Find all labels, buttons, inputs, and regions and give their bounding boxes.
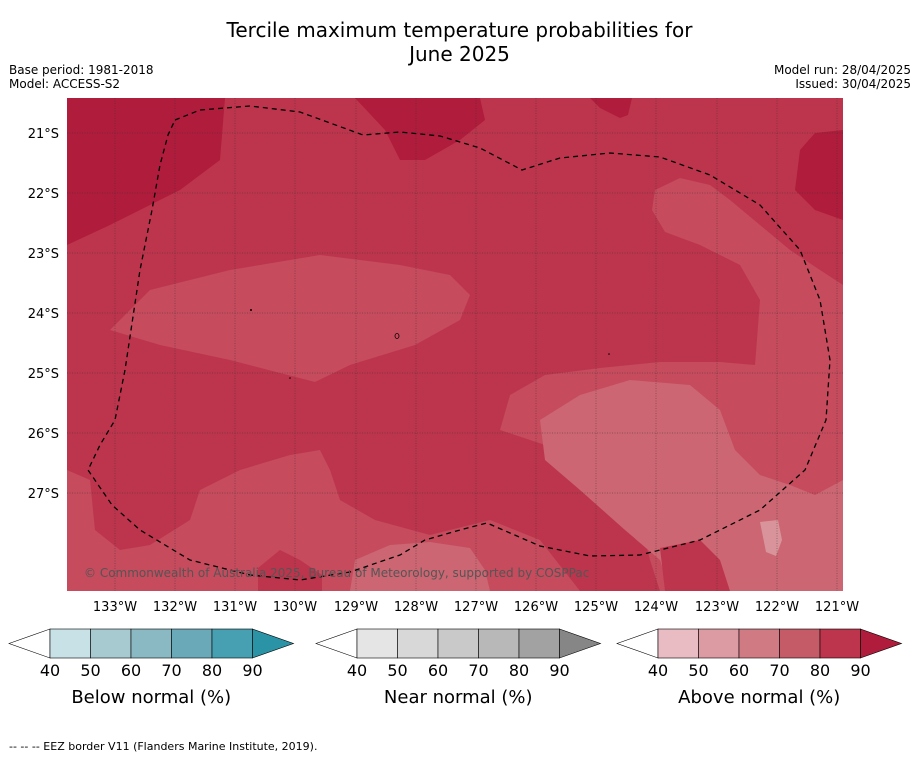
title-line-1: Tercile maximum temperature probabilitie… xyxy=(226,18,693,42)
copyright-notice: © Commonwealth of Australia 2025, Bureau… xyxy=(84,566,589,580)
lon-tick-label: 126°W xyxy=(514,600,558,615)
legend-tick-label: 50 xyxy=(387,661,407,680)
legend-extend-high xyxy=(559,628,602,659)
lon-tick-label: 132°W xyxy=(153,600,197,615)
legend-swatch xyxy=(518,628,560,659)
island xyxy=(608,353,610,355)
region-above-80-se xyxy=(660,540,730,591)
legend-extend-high xyxy=(252,628,295,659)
lon-tick-label: 123°W xyxy=(695,600,739,615)
graticule xyxy=(67,98,843,591)
legend-tick-label: 70 xyxy=(769,661,789,680)
legend-tick-label: 40 xyxy=(648,661,668,680)
eez-footnote: -- -- -- EEZ border V11 (Flanders Marine… xyxy=(9,740,318,753)
chart-title: Tercile maximum temperature probabilitie… xyxy=(0,18,919,66)
legends: 40 50 60 70 80 90 Below normal (%) 40 50 60 70 80 90… xyxy=(8,628,903,708)
legend-tick-label: 60 xyxy=(428,661,448,680)
run-info: Model run: 28/04/2025 Issued: 30/04/2025 xyxy=(774,63,911,91)
island xyxy=(394,333,400,339)
lat-tick-label: 26°S xyxy=(28,427,59,442)
probability-map: © Commonwealth of Australia 2025, Bureau… xyxy=(28,98,859,615)
title-line-2: June 2025 xyxy=(409,42,510,66)
legend-tick-label: 60 xyxy=(729,661,749,680)
legend-tick-label: 40 xyxy=(40,661,60,680)
legend-tick-label: 70 xyxy=(161,661,181,680)
region-above-90-nw xyxy=(67,98,225,245)
lat-tick-label: 21°S xyxy=(28,127,59,142)
lat-tick-label: 22°S xyxy=(28,187,59,202)
legend-tick-label: 50 xyxy=(688,661,708,680)
lat-tick-label: 24°S xyxy=(28,307,59,322)
legend-swatch xyxy=(657,628,699,659)
legend-tick-label: 80 xyxy=(810,661,830,680)
legend-swatch xyxy=(49,628,91,659)
lon-tick-label: 121°W xyxy=(815,600,859,615)
region-above-80-s xyxy=(258,550,322,591)
model-name: Model: ACCESS-S2 xyxy=(9,77,121,91)
latitude-labels: 21°S 22°S 23°S 24°S 25°S 26°S 27°S xyxy=(28,127,59,502)
lon-tick-label: 124°W xyxy=(634,600,678,615)
legend-tick-label: 90 xyxy=(242,661,262,680)
legend-tick-label: 70 xyxy=(468,661,488,680)
island xyxy=(289,377,291,379)
eez-border xyxy=(87,105,831,581)
legend-colorbar: 40 50 60 70 80 90 Below normal (%) xyxy=(8,628,295,708)
lat-tick-label: 25°S xyxy=(28,367,59,382)
legend-tick-label: 60 xyxy=(121,661,141,680)
legend-extend-low xyxy=(8,628,51,659)
longitude-labels: 133°W 132°W 131°W 130°W 129°W 128°W 127°W 126°W… xyxy=(93,600,859,615)
lon-tick-label: 129°W xyxy=(334,600,378,615)
legend-swatch xyxy=(171,628,213,659)
model-run: Model run: 28/04/2025 xyxy=(773,63,911,77)
legend-swatch xyxy=(698,628,740,659)
region-above-60-s xyxy=(350,542,490,591)
region-above-90-n xyxy=(355,98,485,160)
legend-swatch xyxy=(779,628,821,659)
lon-tick-label: 122°W xyxy=(755,600,799,615)
legend-swatch xyxy=(356,628,398,659)
legend-tick-label: 80 xyxy=(202,661,222,680)
legend-swatch xyxy=(211,628,253,659)
region-above-50 xyxy=(760,520,782,556)
legend-extend-low xyxy=(616,628,659,659)
legend-swatch xyxy=(478,628,520,659)
base-period: Base period: 1981-2018 xyxy=(9,63,154,77)
legend-swatch xyxy=(437,628,479,659)
lon-tick-label: 131°W xyxy=(213,600,257,615)
lat-tick-label: 27°S xyxy=(28,487,59,502)
map-field xyxy=(67,98,843,591)
issued-date: Issued: 30/04/2025 xyxy=(795,77,911,91)
legend-tick-label: 40 xyxy=(347,661,367,680)
legend-extend-high xyxy=(860,628,903,659)
lon-tick-label: 125°W xyxy=(574,600,618,615)
legend-colorbar: 40 50 60 70 80 90 Above normal (%) xyxy=(616,628,903,708)
legend-colorbar: 40 50 60 70 80 90 Near normal (%) xyxy=(315,628,602,708)
model-info: Base period: 1981-2018 Model: ACCESS-S2 xyxy=(9,63,154,91)
legend-swatch xyxy=(738,628,780,659)
region-above-60-inner xyxy=(565,418,800,591)
legend-extend-low xyxy=(315,628,358,659)
island xyxy=(250,309,252,311)
legend-tick-label: 90 xyxy=(549,661,569,680)
legend-tick-label: 90 xyxy=(850,661,870,680)
lon-tick-label: 128°W xyxy=(394,600,438,615)
legend-title: Below normal (%) xyxy=(71,687,231,708)
lon-tick-label: 127°W xyxy=(454,600,498,615)
legend-swatch xyxy=(130,628,172,659)
legend-swatch xyxy=(397,628,439,659)
region-above-90-n2 xyxy=(590,98,632,118)
region-above-90-ne xyxy=(795,130,843,220)
legend-title: Near normal (%) xyxy=(384,687,533,708)
legend-swatch xyxy=(90,628,132,659)
region-above-70-centre xyxy=(110,255,470,382)
lat-tick-label: 23°S xyxy=(28,247,59,262)
legend-tick-label: 80 xyxy=(509,661,529,680)
legend-title: Above normal (%) xyxy=(678,687,840,708)
lon-tick-label: 133°W xyxy=(93,600,137,615)
legend-swatch xyxy=(819,628,861,659)
legend-tick-label: 50 xyxy=(80,661,100,680)
lon-tick-label: 130°W xyxy=(273,600,317,615)
